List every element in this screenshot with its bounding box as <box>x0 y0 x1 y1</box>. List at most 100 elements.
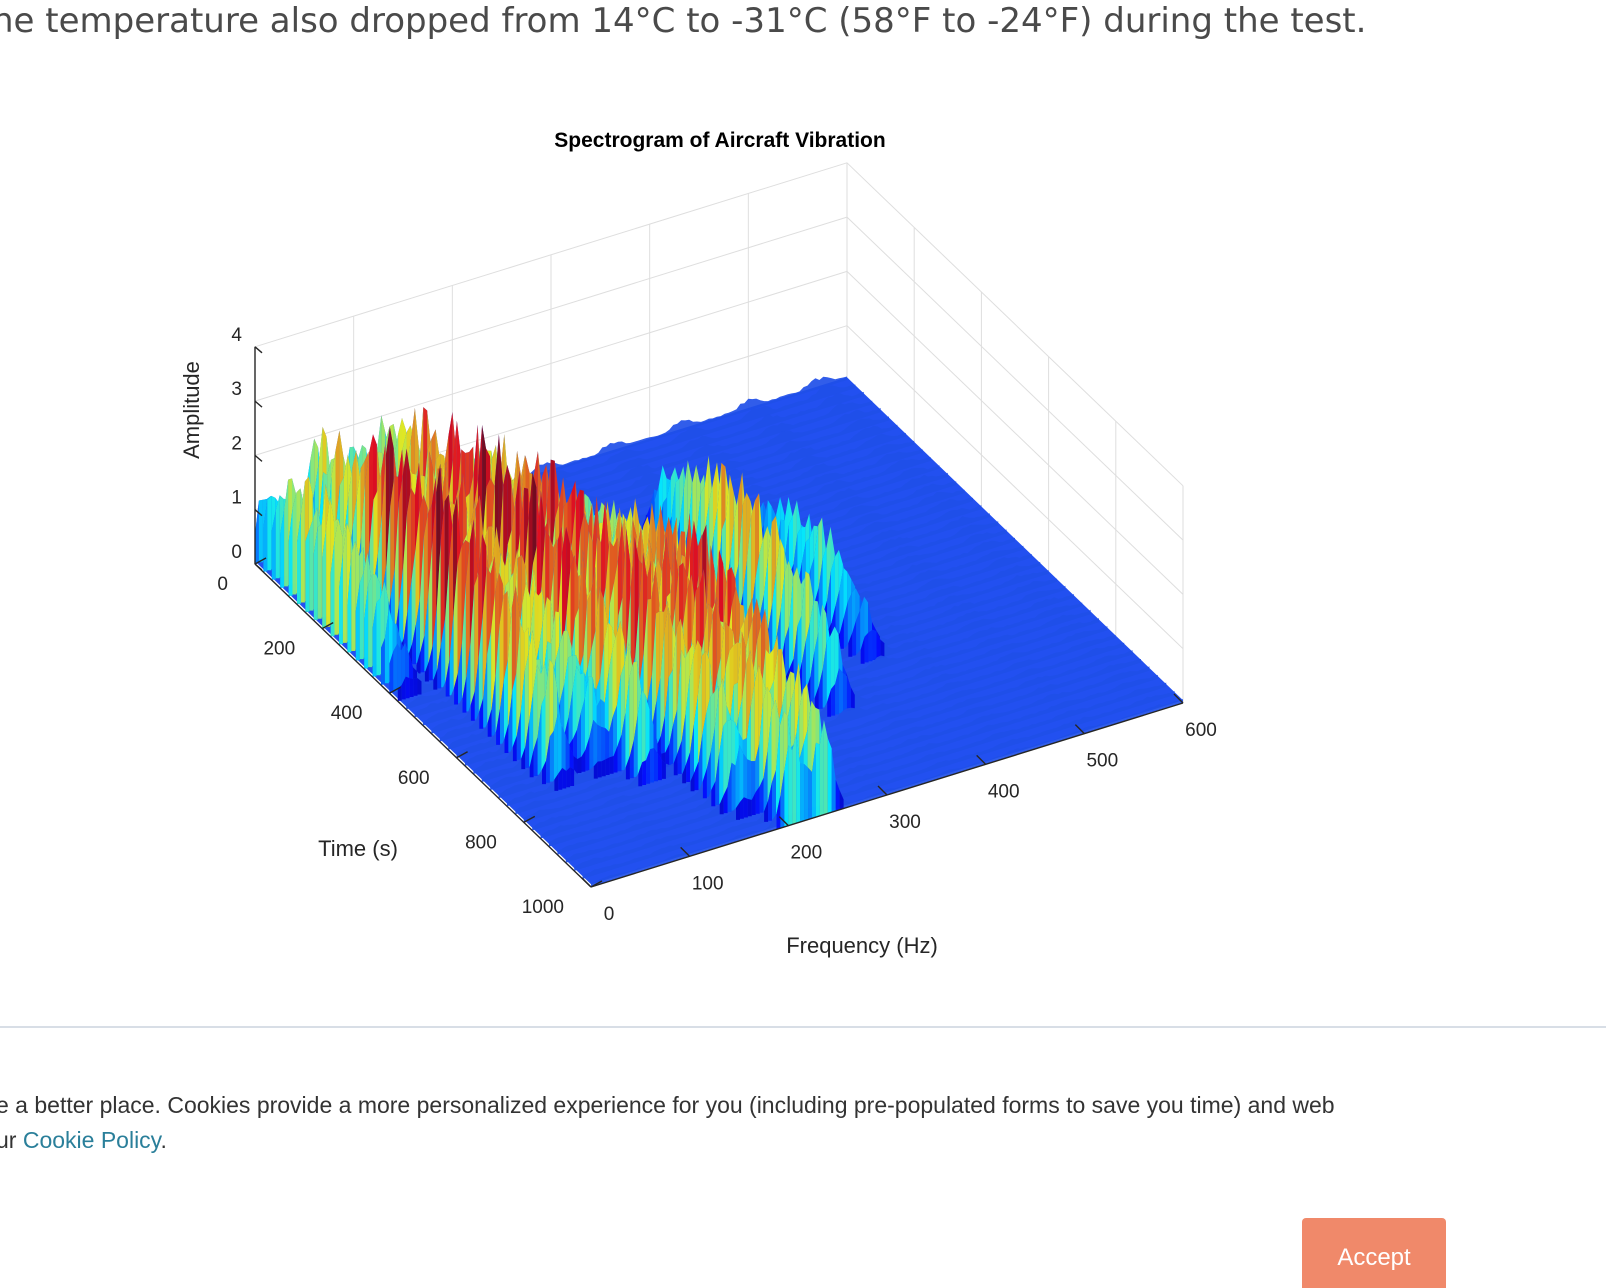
surface-ridge <box>284 479 289 587</box>
grid-line <box>254 162 848 348</box>
surface-slice <box>549 648 1141 847</box>
surface-ridge <box>613 746 618 773</box>
surface-ridge <box>605 728 610 765</box>
surface-ridge <box>609 715 614 764</box>
surface-ridge <box>342 523 347 643</box>
surface-ridge <box>428 645 433 681</box>
surface-ridge <box>682 764 687 784</box>
surface-ridge <box>462 676 467 713</box>
z-tick-label: 2 <box>231 433 242 454</box>
surface-ridge <box>359 572 364 660</box>
surface-ridge <box>433 669 438 690</box>
surface-ridge <box>401 642 406 689</box>
surface-ridge <box>641 689 646 775</box>
x-tick <box>1173 693 1184 704</box>
z-tick <box>254 400 263 408</box>
accept-button[interactable]: Accept <box>1302 1218 1446 1288</box>
surface-ridge <box>638 762 643 787</box>
surface-ridge <box>830 626 835 705</box>
surface-ridge <box>652 613 656 740</box>
grid-line <box>846 271 1184 595</box>
surface-ridge <box>759 701 764 803</box>
surface-ridge <box>572 666 577 754</box>
cookie-policy-link[interactable]: Cookie Policy <box>22 1127 161 1153</box>
surface-ridge <box>677 740 682 774</box>
surface-ridge <box>533 737 538 776</box>
surface-ridge <box>516 711 521 760</box>
z-tick-label: 4 <box>231 325 242 346</box>
surface-ridge <box>453 564 458 694</box>
surface-ridge <box>399 566 404 647</box>
surface-ridge <box>835 668 839 715</box>
surface-slice <box>557 664 1150 855</box>
surface-slice <box>540 631 1133 839</box>
z-tick-label: 3 <box>231 379 242 400</box>
surface-ridge <box>860 636 865 664</box>
surface-ridge <box>525 720 530 768</box>
surface-ridge <box>292 492 297 595</box>
x-tick-label: 400 <box>988 781 1020 802</box>
surface-ridge <box>831 556 835 631</box>
z-tick <box>254 346 263 354</box>
surface-ridge <box>545 659 550 773</box>
surface-ridge <box>743 753 748 807</box>
y-axis-label: Time (s) <box>318 836 398 861</box>
surface-ridge <box>487 709 492 737</box>
surface-ridge <box>826 635 831 707</box>
surface-ridge <box>449 612 454 696</box>
surface-ridge <box>558 767 563 790</box>
surface-ridge <box>258 499 263 563</box>
surface-ridge <box>368 575 373 668</box>
surface-ridge <box>441 618 446 688</box>
surface-ridge <box>723 720 728 803</box>
surface-ridge <box>625 677 630 769</box>
surface-ridge <box>852 620 857 656</box>
surface-ridge <box>860 596 865 654</box>
surface-ridge <box>470 691 475 721</box>
surface-ridge <box>601 726 606 766</box>
surface-ridge <box>420 635 425 673</box>
surface-ridge <box>562 767 567 789</box>
surface-ridge <box>372 602 377 677</box>
surface-ridge <box>275 495 280 579</box>
surface-ridge <box>808 767 812 819</box>
surface-ridge <box>694 694 698 780</box>
surface-ridge <box>800 763 805 822</box>
surface-ridge <box>843 672 847 712</box>
surface-ridge <box>504 659 508 743</box>
surface-ridge <box>637 689 642 776</box>
surface-ridge <box>839 790 844 810</box>
surface-ridge <box>763 750 768 812</box>
surface-ridge <box>665 743 670 768</box>
surface-ridge <box>403 512 408 646</box>
x-tick-label: 500 <box>1086 751 1118 772</box>
surface-ridge <box>436 541 441 678</box>
surface-ridge <box>735 745 740 810</box>
surface-ridge <box>597 761 602 778</box>
surface-ridge <box>847 592 852 647</box>
surface-ridge <box>554 773 559 791</box>
surface-ridge <box>397 643 402 691</box>
surface-ridge <box>393 643 398 692</box>
surface-ridge <box>389 651 394 693</box>
surface-ridge <box>633 714 638 777</box>
surface-ridge <box>424 593 429 671</box>
surface-ridge <box>416 650 421 674</box>
surface-ridge <box>804 764 809 821</box>
surface-ridge <box>512 673 517 751</box>
surface-ridge <box>561 725 566 778</box>
surface-ridge <box>839 617 844 649</box>
y-tick <box>389 686 401 694</box>
y-tick <box>321 621 334 630</box>
surface-ridge <box>739 745 744 809</box>
surface-ridge <box>747 799 752 817</box>
surface-ridge <box>856 609 861 655</box>
surface-ridge <box>673 752 678 776</box>
surface-ridge <box>818 559 823 624</box>
cookie-banner: e a better place. Cookies provide a more… <box>0 1026 1606 1288</box>
surface-ridge <box>621 713 626 771</box>
surface-ridge <box>428 542 433 670</box>
surface-ridge <box>772 571 777 660</box>
surface-ridge <box>767 710 772 811</box>
surface-ridge <box>681 713 686 773</box>
